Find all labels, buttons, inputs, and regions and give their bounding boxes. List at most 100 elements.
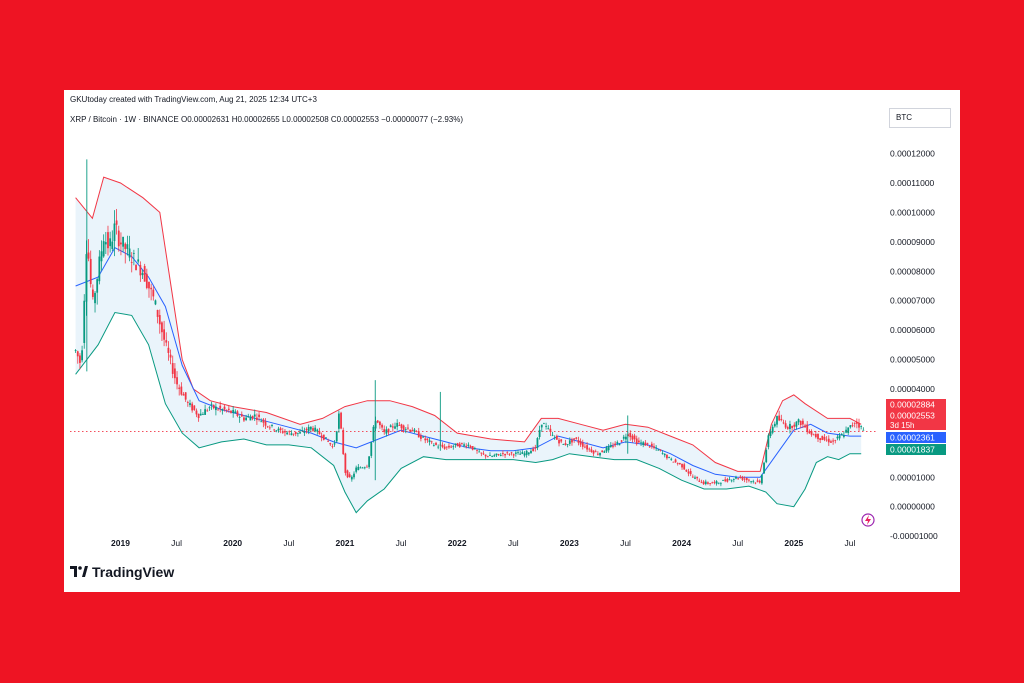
candle-body xyxy=(195,410,198,415)
candle-body xyxy=(394,426,396,429)
candle-body xyxy=(609,445,612,447)
candle-body xyxy=(795,421,798,427)
candle-body xyxy=(586,445,588,450)
candle-body xyxy=(579,441,582,445)
candle-body xyxy=(767,435,770,448)
candle-body xyxy=(633,435,636,440)
candle-body xyxy=(825,439,828,441)
x-tick-label: 2025 xyxy=(784,538,803,548)
candle-body xyxy=(173,368,176,379)
candle-body xyxy=(603,451,606,453)
candle-body xyxy=(236,411,239,417)
price-label-text: 0.00001837 xyxy=(890,445,935,455)
x-tick-label: Jul xyxy=(396,538,407,548)
candle-body xyxy=(335,431,338,442)
candle-body xyxy=(292,433,295,435)
candle-body xyxy=(120,242,122,245)
candle-body xyxy=(845,429,847,433)
candle-body xyxy=(458,443,461,447)
candle-body xyxy=(843,435,845,437)
candle-body xyxy=(318,431,321,435)
lower-band-line xyxy=(75,311,862,514)
candle-body xyxy=(590,449,593,452)
candle-body xyxy=(691,476,694,478)
candle-body xyxy=(519,453,522,455)
candle-body xyxy=(331,446,334,447)
candle-body xyxy=(445,446,448,448)
candle-body xyxy=(823,436,826,440)
candle-body xyxy=(180,386,183,395)
candle-body xyxy=(303,431,306,434)
candle-body xyxy=(558,439,560,444)
candle-body xyxy=(527,452,530,455)
candle-body xyxy=(294,431,297,435)
candle-body xyxy=(325,437,327,439)
candle-body xyxy=(290,433,293,436)
candle-body xyxy=(219,405,222,409)
x-tick-label: 2023 xyxy=(560,538,579,548)
candle-body xyxy=(305,428,308,431)
candle-body xyxy=(312,428,314,431)
candle-body xyxy=(724,479,727,482)
candle-body xyxy=(668,457,670,458)
candle-body xyxy=(659,449,662,451)
candle-body xyxy=(601,450,604,453)
candle-body xyxy=(642,442,645,445)
candle-body xyxy=(797,419,800,423)
candle-body xyxy=(387,428,390,433)
candle-body xyxy=(225,409,228,411)
candle-body xyxy=(81,350,83,361)
candle-body xyxy=(588,448,591,450)
candle-body xyxy=(827,438,830,443)
y-tick-label: 0.00007000 xyxy=(890,296,935,306)
candle-body xyxy=(819,438,822,441)
candle-body xyxy=(344,453,347,473)
candle-body xyxy=(359,467,362,469)
candle-body xyxy=(176,377,178,385)
y-tick-label: 0.00011000 xyxy=(890,178,935,188)
candle-body xyxy=(368,456,371,468)
candle-body xyxy=(353,473,355,478)
candle-body xyxy=(855,421,858,424)
tradingview-logo[interactable]: TradingView xyxy=(70,564,174,580)
candle-body xyxy=(568,440,571,444)
candle-body xyxy=(428,440,431,443)
candle-body xyxy=(271,424,273,426)
candle-body xyxy=(618,443,621,446)
candle-body xyxy=(467,444,470,447)
candle-body xyxy=(564,443,567,446)
candle-body xyxy=(571,439,573,443)
candle-body xyxy=(791,426,794,428)
candle-body xyxy=(732,479,735,480)
candle-body xyxy=(514,452,517,454)
candle-body xyxy=(685,469,688,472)
candle-body xyxy=(238,417,241,418)
candle-body xyxy=(573,438,576,440)
candle-body xyxy=(799,420,802,426)
symbol-legend[interactable]: XRP / Bitcoin · 1W · BINANCE O0.00002631… xyxy=(70,115,464,124)
candle-body xyxy=(435,442,437,445)
candle-body xyxy=(620,440,623,442)
candle-body xyxy=(657,449,660,451)
candle-body xyxy=(594,451,597,453)
candle-body xyxy=(361,467,364,469)
candle-body xyxy=(437,446,440,448)
candle-body xyxy=(581,442,584,447)
price-chart[interactable]: 0.00012000 0.00011000 0.00010000 0.00009000… xyxy=(64,90,960,560)
candle-body xyxy=(389,425,392,428)
candle-body xyxy=(840,434,843,436)
candle-body xyxy=(478,451,481,453)
candle-body xyxy=(338,413,340,429)
candle-body xyxy=(737,478,740,480)
currency-label[interactable]: BTC xyxy=(889,108,951,128)
candle-body xyxy=(607,446,610,451)
candle-body xyxy=(139,265,142,276)
lightning-icon[interactable] xyxy=(861,513,875,527)
x-tick-label: Jul xyxy=(732,538,743,548)
candle-body xyxy=(495,453,498,456)
candle-body xyxy=(391,426,394,428)
candle-body xyxy=(169,354,172,358)
candle-body xyxy=(473,448,476,450)
candle-body xyxy=(245,417,248,421)
candle-body xyxy=(584,446,586,448)
